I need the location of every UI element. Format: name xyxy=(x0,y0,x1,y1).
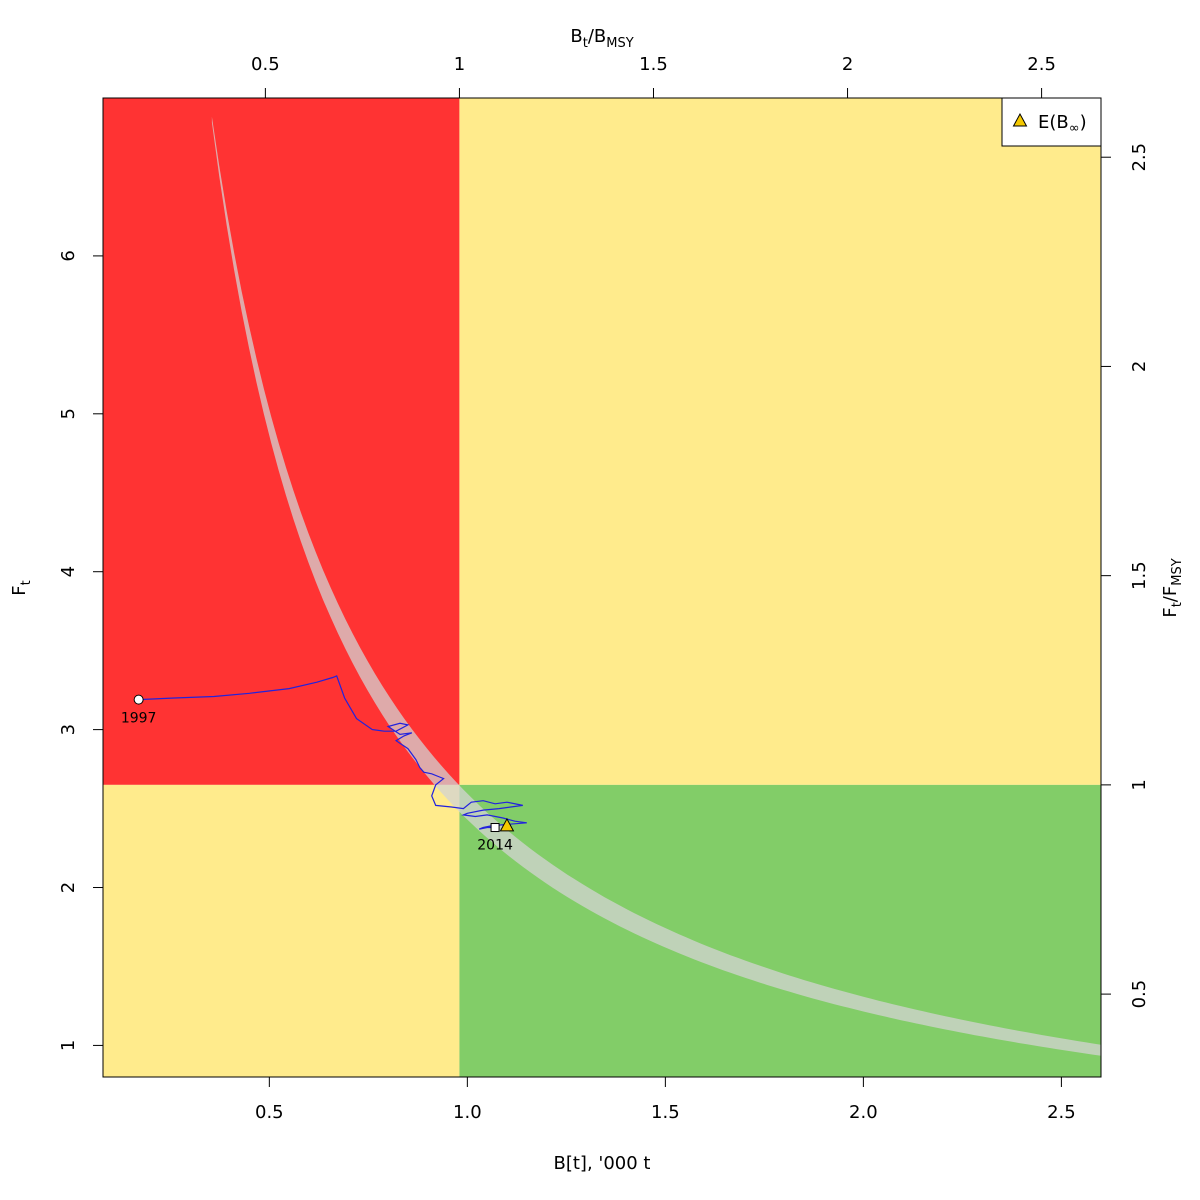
right-tick-label: 0.5 xyxy=(1129,980,1150,1009)
y-tick-label: 2 xyxy=(58,882,79,893)
stock-trajectory-line xyxy=(138,675,527,830)
legend-label: E(B∞) xyxy=(1038,112,1087,136)
x-tick-label: 2.5 xyxy=(1047,1102,1076,1123)
end-year-marker xyxy=(490,823,500,833)
caution-zone-upper-right xyxy=(459,98,1101,785)
right-tick-label: 2.5 xyxy=(1129,143,1150,172)
top-axis-title: Bt/BMSY xyxy=(570,26,633,51)
start-year-marker xyxy=(133,694,144,705)
right-axis-title: Ft/FMSY xyxy=(1160,558,1185,617)
legend: E(B∞) xyxy=(1001,97,1102,147)
plot-frame xyxy=(102,97,1102,1078)
right-axis: 0.5 1 1.5 2 2.5 xyxy=(1101,143,1150,1009)
x-tick-label: 1.5 xyxy=(651,1102,680,1123)
top-tick-label: 2.5 xyxy=(1027,54,1056,75)
top-tick-label: 2 xyxy=(842,54,853,75)
top-tick-label: 1.5 xyxy=(639,54,668,75)
y-tick-label: 3 xyxy=(58,724,79,735)
x-axis: 0.5 1.0 1.5 2.0 2.5 xyxy=(255,1077,1076,1123)
x-axis-title: B[t], '000 t xyxy=(554,1153,651,1174)
top-tick-label: 0.5 xyxy=(251,54,280,75)
x-tick-label: 2.0 xyxy=(849,1102,878,1123)
plot-area xyxy=(103,98,1101,1077)
expected-biomass-marker xyxy=(499,817,515,832)
y-axis: 1 2 3 4 5 6 xyxy=(58,250,103,1051)
y-axis-title: Ft xyxy=(9,580,34,595)
end-year-label: 2014 xyxy=(477,838,513,854)
legend-triangle-marker xyxy=(1012,112,1028,127)
y-tick-label: 5 xyxy=(58,408,79,419)
top-axis: 0.5 1 1.5 2 2.5 xyxy=(251,54,1056,98)
y-tick-label: 1 xyxy=(58,1040,79,1051)
overfished-overfishing-zone xyxy=(103,98,460,785)
x-tick-label: 1.0 xyxy=(453,1102,482,1123)
y-tick-label: 6 xyxy=(58,250,79,261)
right-tick-label: 1 xyxy=(1129,779,1150,790)
x-tick-label: 0.5 xyxy=(255,1102,284,1123)
right-tick-label: 2 xyxy=(1129,361,1150,372)
right-tick-label: 1.5 xyxy=(1129,561,1150,590)
start-year-label: 1997 xyxy=(121,711,157,727)
y-tick-label: 4 xyxy=(58,566,79,577)
caution-zone-lower-left xyxy=(103,784,460,1077)
top-tick-label: 1 xyxy=(454,54,465,75)
